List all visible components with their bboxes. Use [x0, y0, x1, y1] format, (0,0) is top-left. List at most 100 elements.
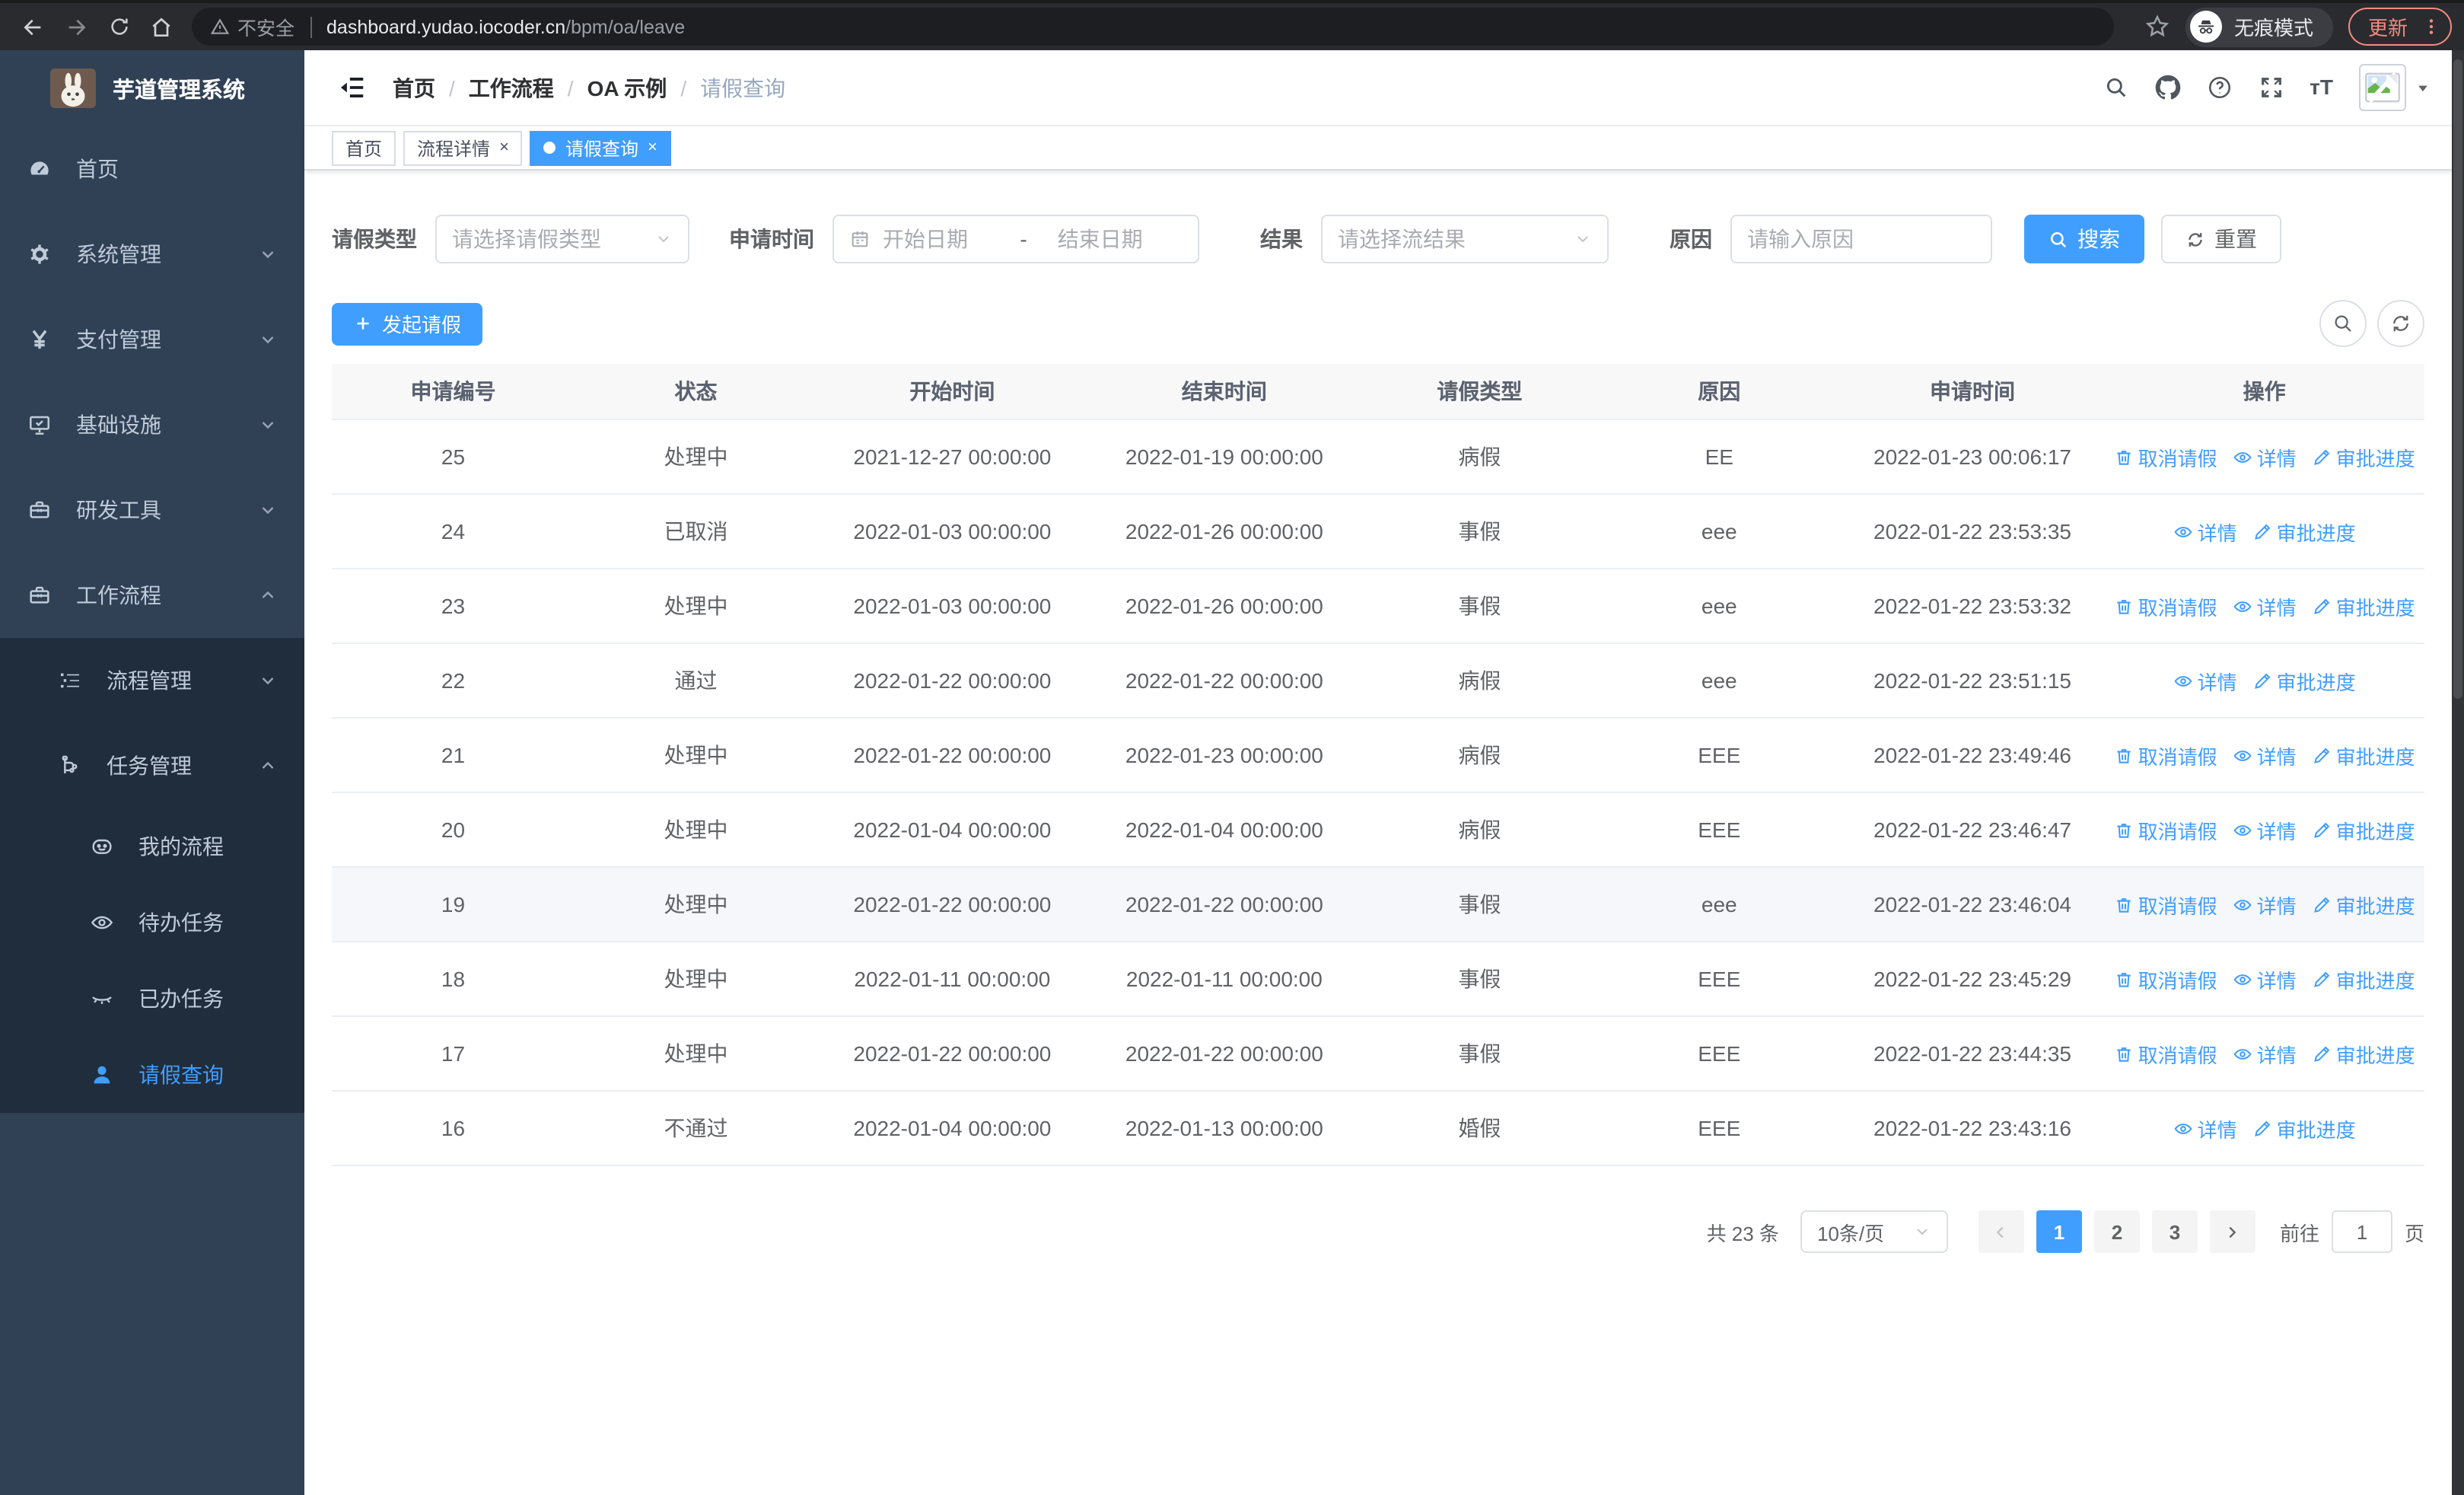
cell-type: 事假	[1361, 942, 1598, 1017]
back-icon[interactable]	[12, 5, 55, 48]
action-detail-link[interactable]: 详情	[2233, 964, 2297, 993]
home-icon[interactable]	[140, 5, 183, 48]
sidebar-item-工作流程[interactable]: 工作流程	[0, 553, 304, 638]
fullscreen-icon[interactable]	[2258, 75, 2284, 100]
sidebar-item-支付管理[interactable]: 支付管理	[0, 297, 304, 382]
sidebar-item-我的流程[interactable]: 我的流程	[0, 808, 304, 885]
action-label: 取消请假	[2138, 596, 2217, 619]
action-label: 审批进度	[2335, 596, 2415, 619]
search-icon[interactable]	[2103, 75, 2128, 100]
page-button-3[interactable]: 3	[2151, 1210, 2198, 1253]
action-detail-link[interactable]: 详情	[2233, 741, 2297, 770]
tab-流程详情[interactable]: 流程详情 ×	[403, 130, 523, 165]
sidebar-item-基础设施[interactable]: 基础设施	[0, 382, 304, 467]
forward-icon[interactable]	[55, 5, 97, 48]
action-progress-link[interactable]: 审批进度	[2252, 666, 2356, 695]
action-progress-link[interactable]: 审批进度	[2312, 442, 2415, 471]
action-progress-link[interactable]: 审批进度	[2252, 517, 2356, 546]
sidebar-item-首页[interactable]: 首页	[0, 126, 304, 212]
sidebar-item-系统管理[interactable]: 系统管理	[0, 212, 304, 297]
sidebar-item-研发工具[interactable]: 研发工具	[0, 467, 304, 553]
search-button[interactable]: 搜索	[2024, 215, 2144, 263]
tab-请假查询[interactable]: 请假查询 ×	[530, 130, 671, 165]
action-progress-link[interactable]: 审批进度	[2312, 591, 2415, 620]
result-select[interactable]: 请选择流结果	[1321, 215, 1609, 263]
goto-page-input[interactable]: 1	[2331, 1210, 2392, 1253]
action-progress-link[interactable]: 审批进度	[2312, 815, 2415, 844]
action-progress-link[interactable]: 审批进度	[2312, 964, 2415, 993]
window-scrollbar[interactable]	[2452, 50, 2464, 1495]
action-detail-link[interactable]: 详情	[2233, 591, 2297, 620]
action-progress-link[interactable]: 审批进度	[2312, 890, 2415, 919]
action-progress-link[interactable]: 审批进度	[2312, 741, 2415, 770]
breadcrumb-item[interactable]: OA 示例	[587, 75, 667, 100]
help-icon[interactable]	[2206, 75, 2232, 100]
action-detail-link[interactable]: 详情	[2173, 666, 2237, 695]
breadcrumb-item[interactable]: 首页	[393, 75, 435, 100]
tab-首页[interactable]: 首页	[332, 130, 396, 165]
prev-page-button[interactable]	[1978, 1210, 2024, 1253]
page-button-1[interactable]: 1	[2036, 1210, 2082, 1253]
update-button[interactable]: 更新	[2348, 8, 2452, 46]
action-detail-link[interactable]: 详情	[2233, 890, 2297, 919]
reload-icon[interactable]	[97, 5, 140, 48]
close-tab-icon[interactable]: ×	[499, 138, 509, 156]
end-date-placeholder[interactable]: 结束日期	[1057, 227, 1143, 251]
bookmark-star-icon[interactable]	[2144, 14, 2170, 40]
table-row: 20 处理中 2022-01-04 00:00:00 2022-01-04 00:00…	[332, 792, 2424, 868]
show-search-button[interactable]	[2319, 300, 2367, 347]
sidebar-item-请假查询[interactable]: 请假查询	[0, 1037, 304, 1113]
reset-button[interactable]: 重置	[2161, 215, 2281, 263]
trash-icon	[2114, 894, 2134, 914]
caret-down-icon[interactable]	[2415, 80, 2431, 95]
github-icon[interactable]	[2154, 75, 2180, 100]
page-size-select[interactable]: 10条/页	[1800, 1210, 1948, 1253]
close-tab-icon[interactable]: ×	[647, 138, 657, 156]
sidebar-item-流程管理[interactable]: 流程管理	[0, 638, 304, 723]
app-header: 首页 / 工作流程 / OA 示例 / 请假查询 ᴛT	[304, 50, 2452, 126]
yen-icon	[27, 327, 52, 352]
filter-reason-label: 原因	[1670, 227, 1712, 251]
breadcrumb-item[interactable]: 请假查询	[700, 75, 786, 100]
table-row: 23 处理中 2022-01-03 00:00:00 2022-01-26 00:00…	[332, 569, 2424, 644]
url-bar[interactable]: 不安全 dashboard.yudao.iocoder.cn/bpm/oa/le…	[192, 8, 2114, 46]
cell-reason: EEE	[1597, 792, 1841, 868]
action-detail-link[interactable]: 详情	[2233, 442, 2297, 471]
action-cancel-link[interactable]: 取消请假	[2114, 442, 2217, 471]
refresh-table-button[interactable]	[2377, 300, 2424, 347]
action-progress-link[interactable]: 审批进度	[2252, 1114, 2356, 1143]
action-cancel-link[interactable]: 取消请假	[2114, 815, 2217, 844]
avatar[interactable]	[2359, 64, 2406, 111]
filter-form: 请假类型 请选择请假类型 申请时间 开始日期 - 结束日期 结果 请选择流结果 …	[332, 215, 2424, 263]
action-cancel-link[interactable]: 取消请假	[2114, 741, 2217, 770]
action-cancel-link[interactable]: 取消请假	[2114, 1039, 2217, 1068]
apply-time-range-picker[interactable]: 开始日期 - 结束日期	[832, 215, 1199, 263]
security-warning[interactable]: 不安全	[237, 18, 295, 40]
page-button-2[interactable]: 2	[2093, 1210, 2140, 1253]
table-row: 25 处理中 2021-12-27 00:00:00 2022-01-19 00:00…	[332, 419, 2424, 495]
action-cancel-link[interactable]: 取消请假	[2114, 591, 2217, 620]
browser-menu-dots-icon[interactable]	[2421, 17, 2441, 37]
reason-input[interactable]: 请输入原因	[1730, 215, 1992, 263]
create-leave-button[interactable]: 发起请假	[332, 302, 483, 345]
sidebar-item-待办任务[interactable]: 待办任务	[0, 885, 304, 961]
sidebar-item-任务管理[interactable]: 任务管理	[0, 723, 304, 808]
sidebar-item-已办任务[interactable]: 已办任务	[0, 961, 304, 1037]
action-detail-link[interactable]: 详情	[2233, 815, 2297, 844]
update-label[interactable]: 更新	[2367, 17, 2408, 40]
action-cancel-link[interactable]: 取消请假	[2114, 890, 2217, 919]
action-progress-link[interactable]: 审批进度	[2312, 1039, 2415, 1068]
start-date-placeholder[interactable]: 开始日期	[883, 227, 968, 251]
action-detail-link[interactable]: 详情	[2173, 1114, 2237, 1143]
next-page-button[interactable]	[2209, 1210, 2255, 1253]
font-size-icon[interactable]: ᴛT	[2310, 75, 2333, 99]
tab-label: 流程详情	[417, 138, 491, 159]
action-detail-link[interactable]: 详情	[2173, 517, 2237, 546]
leave-type-select[interactable]: 请选择请假类型	[435, 215, 689, 263]
action-label: 审批进度	[2276, 671, 2356, 693]
action-detail-link[interactable]: 详情	[2233, 1039, 2297, 1068]
breadcrumb-item[interactable]: 工作流程	[468, 75, 554, 100]
fold-menu-icon[interactable]	[338, 73, 367, 102]
column-header: 开始时间	[817, 364, 1087, 420]
action-cancel-link[interactable]: 取消请假	[2114, 964, 2217, 993]
